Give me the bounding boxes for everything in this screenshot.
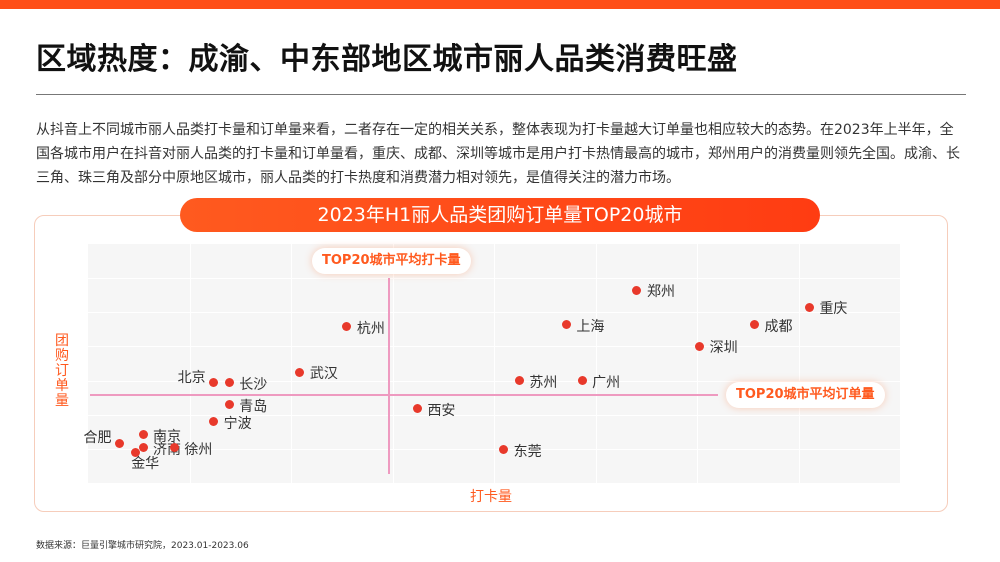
grid-line-vertical [392,244,394,483]
scatter-point [224,378,234,388]
point-label: 北京 [177,369,206,386]
point-label: 青岛 [239,398,268,415]
top-accent-bar [0,0,1000,9]
scatter-point [412,404,422,414]
x-axis-label: 打卡量 [470,489,512,505]
scatter-point [130,447,140,457]
grid-line-vertical [595,244,597,483]
scatter-point [499,445,509,455]
grid-line-vertical [189,244,191,483]
scatter-point [138,443,148,453]
point-label: 东莞 [513,443,542,460]
scatter-point [342,322,352,332]
scatter-point [514,376,524,386]
point-label: 武汉 [309,366,338,383]
grid-line-horizontal [88,414,900,416]
scatter-point [209,417,219,427]
scatter-point [561,320,571,330]
point-label: 广州 [592,374,621,391]
point-label: 苏州 [529,374,558,391]
avg-order-line [90,394,718,396]
grid-line-horizontal [88,448,900,450]
point-label: 合肥 [83,430,112,447]
avg-checkin-label: TOP20城市平均打卡量 [312,248,471,274]
scatter-point [804,302,814,312]
scatter-point [169,443,179,453]
grid-line-vertical [291,244,292,483]
grid-line-vertical [494,244,495,483]
point-label: 长沙 [239,376,268,393]
grid-line-horizontal [88,312,900,314]
scatter-point [209,378,219,388]
point-label: 徐州 [184,441,213,458]
y-axis-label: 团购订单量 [55,333,69,409]
point-label: 西安 [427,402,456,419]
point-label: 南京 [153,428,182,445]
plot-area [88,244,900,483]
scatter-point [115,438,125,448]
point-label: 金华 [131,456,160,473]
scatter-point [695,341,705,351]
avg-checkin-line [388,278,390,474]
point-label: 上海 [576,318,605,335]
point-label: 杭州 [356,320,385,337]
point-label: 成都 [764,318,793,335]
scatter-point [632,285,642,295]
scatter-point [577,376,587,386]
intro-paragraph: 从抖音上不同城市丽人品类打卡量和订单量来看，二者存在一定的相关关系，整体表现为打… [36,122,960,186]
title-divider [36,94,966,95]
grid-line-vertical [697,244,698,483]
chart-title: 2023年H1丽人品类团购订单量TOP20城市 [180,198,820,232]
point-label: 宁波 [223,415,252,432]
avg-order-label: TOP20城市平均订单量 [726,382,885,408]
grid-line-horizontal [88,380,900,382]
page-title: 区域热度：成渝、中东部地区城市丽人品类消费旺盛 [36,42,738,77]
point-label: 深圳 [709,340,738,357]
point-label: 重庆 [819,301,848,318]
point-label: 郑州 [646,284,675,301]
scatter-point [138,430,148,440]
grid-line-vertical [798,244,800,483]
scatter-point [224,400,234,410]
grid-line-horizontal [88,278,900,280]
scatter-point [750,320,760,330]
scatter-point [295,367,305,377]
grid-line-horizontal [88,346,900,348]
data-source-note: 数据来源：巨量引擎城市研究院，2023.01-2023.06 [36,541,249,551]
